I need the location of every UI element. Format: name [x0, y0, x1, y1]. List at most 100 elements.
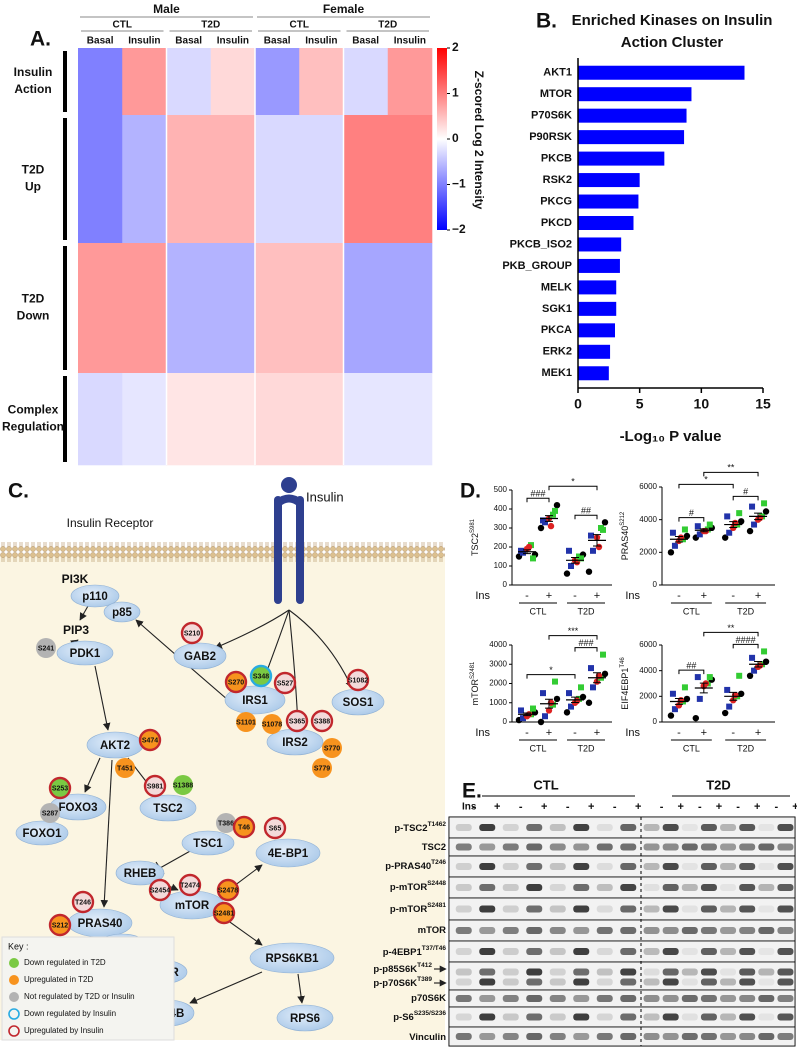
treatment-label: -	[573, 590, 577, 602]
blot-band	[596, 824, 613, 831]
y-axis-label-main: PRAS40	[620, 526, 630, 561]
blot-band	[455, 863, 472, 870]
heatmap-cell	[166, 115, 212, 244]
blot-band	[758, 824, 775, 831]
treatment-label: +	[594, 590, 600, 602]
cluster-label-line: Regulation	[2, 420, 64, 434]
x-tick-label: 5	[636, 396, 644, 412]
blot-band	[777, 905, 794, 913]
protein-label: AKT2	[100, 740, 130, 752]
blot-band	[681, 863, 698, 870]
phosphosite-label: S365	[289, 718, 305, 725]
significance-bracket	[732, 495, 759, 501]
phosphosite-label: S253	[52, 785, 68, 792]
phosphosite-label: S241	[38, 645, 54, 652]
blot-band	[502, 1013, 519, 1021]
blot-band	[720, 948, 737, 955]
data-point	[669, 690, 676, 697]
key-swatch	[9, 958, 19, 968]
blot-band	[455, 968, 472, 976]
blot-band	[662, 824, 679, 831]
data-point	[761, 500, 768, 507]
category-label: ERK2	[543, 346, 572, 358]
blot-band	[455, 1033, 472, 1040]
protein-label: GAB2	[184, 651, 216, 663]
bar	[578, 258, 620, 273]
category-label: P90RSK	[529, 131, 572, 143]
blot-band	[720, 927, 737, 934]
blot-row-name: p-p85S6K	[373, 964, 417, 975]
phosphosite	[310, 709, 334, 733]
key-title: Key :	[8, 941, 29, 951]
condition-label: CTL	[113, 20, 132, 31]
cluster-label-line: T2D	[22, 292, 45, 306]
data-point	[746, 527, 754, 535]
blot-row-sup: T246	[431, 859, 446, 866]
data-point	[545, 707, 553, 714]
data-point	[585, 699, 593, 706]
heatmap-cell	[255, 48, 300, 116]
data-point	[530, 555, 536, 562]
phosphosite-label: S2481	[214, 910, 234, 917]
significance-bracket	[678, 517, 705, 522]
data-point	[737, 690, 745, 697]
phosphosite-label: S388	[314, 718, 330, 725]
protein-label: p110	[82, 591, 108, 603]
membrane	[0, 538, 445, 562]
blot-band	[526, 948, 543, 955]
data-point	[751, 667, 758, 674]
blot-band	[620, 927, 637, 934]
blot-band	[700, 884, 717, 891]
cluster-label: Complex Regulation	[2, 403, 64, 434]
blot-row-label: p-TSC2T1462	[394, 821, 446, 834]
y-tick-label: 400	[494, 504, 508, 513]
heatmap-cell	[255, 243, 300, 374]
phosphosite-label: S474	[142, 737, 158, 744]
blot-band	[700, 863, 717, 870]
blot-band	[662, 884, 679, 891]
data-point	[600, 651, 606, 658]
blot-band	[455, 927, 472, 934]
lane-label: +	[716, 801, 722, 813]
treatment-label: +	[755, 590, 761, 602]
sex-label: Female	[323, 2, 365, 16]
significance-label: *	[571, 477, 575, 487]
lane-label: -	[660, 801, 664, 813]
chart-title: Action Cluster	[621, 34, 724, 51]
sem-bar	[593, 534, 601, 547]
phosphosite	[40, 803, 60, 823]
category-label: PKCA	[541, 324, 572, 336]
group-label: T2D	[737, 743, 755, 753]
protein-label: IRS1	[242, 695, 268, 707]
phosphosite	[216, 878, 240, 902]
blot-band	[479, 843, 496, 851]
phosphosite-label: S1101	[236, 719, 256, 726]
blot-band	[596, 1033, 613, 1040]
data-point	[537, 718, 545, 726]
y-tick-label: 1000	[489, 698, 507, 707]
blot-band	[720, 995, 737, 1002]
blot-band	[549, 927, 566, 934]
blot-band	[455, 1013, 472, 1021]
data-point	[692, 714, 700, 722]
treatment-label: -	[525, 727, 529, 739]
blot-band	[596, 863, 613, 870]
blot-band	[526, 905, 543, 913]
blot-row-label: p-PRAS40T246	[385, 859, 446, 872]
blot-band	[549, 863, 566, 870]
data-point	[751, 521, 758, 528]
blot-band	[502, 884, 519, 891]
data-point	[579, 693, 587, 701]
lane-label: -	[472, 801, 476, 813]
phosphosite	[262, 714, 282, 734]
significance-bracket	[703, 471, 759, 477]
significance-bracket	[678, 483, 734, 489]
blot-band	[479, 995, 496, 1002]
blot-band	[662, 1033, 679, 1040]
blot-band	[758, 863, 775, 870]
colorbar-tick-label: 1	[452, 86, 459, 100]
protein-label: RPS6KB1	[265, 953, 319, 965]
data-point	[694, 674, 701, 681]
blot-row-name: p-4EBP1	[383, 947, 423, 958]
treatment-label: +	[701, 727, 707, 739]
